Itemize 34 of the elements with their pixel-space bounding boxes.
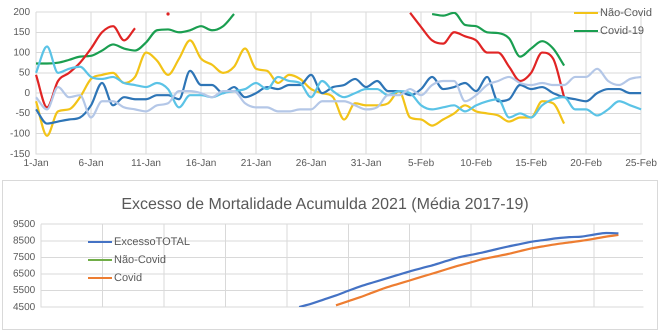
y-tick-label: 7500: [12, 252, 36, 264]
legend-label: Covid-19: [600, 24, 644, 39]
y-tick-label: -150: [10, 148, 30, 160]
y-tick-label: 8500: [12, 236, 36, 247]
y-tick-label: -50: [16, 108, 30, 120]
y-tick-label: 5500: [12, 285, 36, 296]
legend-label: Não-Covid: [114, 253, 166, 268]
x-tick-label: 16-Jan: [186, 158, 216, 169]
legend-label: ExcessoTOTAL: [114, 235, 190, 250]
y-tick-label: 200: [13, 6, 30, 18]
y-tick-label: 100: [13, 47, 30, 58]
x-tick-label: 31-Jan: [350, 158, 382, 169]
x-tick-label: 15-Feb: [515, 158, 548, 169]
y-tick-label: 50: [18, 68, 30, 79]
legend-label: Não-Covid: [600, 6, 652, 21]
line-series: [34, 45, 642, 119]
y-tick-label: 0: [24, 88, 30, 99]
x-tick-label: 25-Feb: [625, 158, 658, 169]
x-tick-label: 6-Jan: [78, 158, 104, 169]
y-tick-label: -100: [10, 128, 30, 140]
x-tick-label: 1-Jan: [24, 158, 49, 169]
y-tick-label: 6500: [12, 268, 36, 280]
y-tick-label: 4500: [12, 302, 36, 313]
x-tick-label: 11-Jan: [131, 158, 161, 169]
x-tick-label: 10-Feb: [460, 158, 492, 169]
legend-label: Covid: [114, 271, 142, 286]
chart-title: Excesso de Mortalidade Acumulda 2021 (Média 2017-19): [121, 196, 529, 214]
line-series: [34, 39, 566, 137]
x-tick-label: 26-Jan: [296, 158, 326, 169]
x-tick-label: 21-Jan: [240, 158, 272, 169]
x-tick-label: 5-Feb: [408, 158, 435, 169]
y-tick-label: 150: [13, 27, 30, 38]
y-tick-label: 9500: [12, 218, 36, 230]
x-tick-label: 20-Feb: [570, 158, 602, 169]
